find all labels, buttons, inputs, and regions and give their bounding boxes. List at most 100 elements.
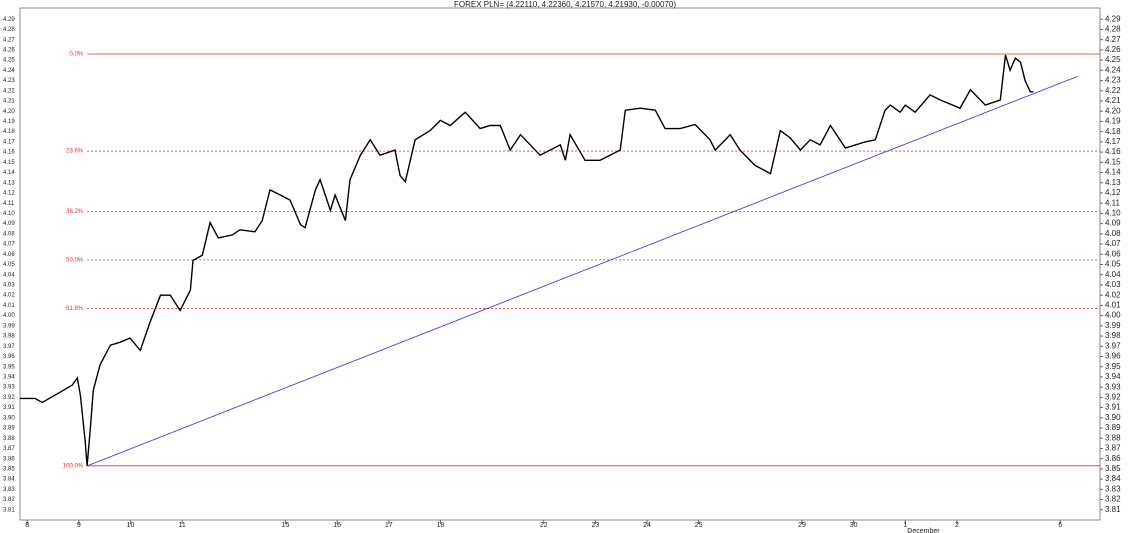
- x-tick-label: 2: [955, 522, 959, 529]
- y-tick-label: 3.92: [3, 395, 15, 401]
- y-tick-label: 3.94: [3, 375, 15, 381]
- y-tick-label: 3.81: [3, 507, 15, 513]
- y-tick-label: 4.07: [3, 242, 15, 248]
- y2-tick-label: 3.82: [1105, 495, 1121, 504]
- y-tick-label: 4.06: [3, 252, 15, 258]
- y2-tick-label: 4.21: [1105, 96, 1121, 105]
- x-tick-label: 30: [850, 522, 858, 529]
- y2-tick-label: 4.06: [1105, 249, 1121, 258]
- y2-tick-label: 3.98: [1105, 331, 1121, 340]
- y-tick-label: 4.15: [3, 160, 15, 166]
- y-tick-label: 4.12: [3, 191, 15, 197]
- y2-tick-label: 3.93: [1105, 382, 1121, 391]
- x-tick-label: 9: [77, 522, 81, 529]
- trendline: [86, 76, 1078, 467]
- y2-tick-label: 4.02: [1105, 290, 1121, 299]
- fib-label: 100.0%: [63, 463, 84, 469]
- y-tick-label: 3.93: [3, 385, 15, 391]
- fib-label: 23.6%: [66, 149, 84, 155]
- fib-label: 0.0%: [69, 52, 83, 58]
- y-tick-label: 4.21: [3, 99, 15, 105]
- y2-tick-label: 4.27: [1105, 35, 1121, 44]
- x-annotation: December: [907, 528, 940, 533]
- y2-tick-label: 4.16: [1105, 147, 1121, 156]
- y-tick-label: 3.98: [3, 334, 15, 340]
- y-tick-label: 3.95: [3, 364, 15, 370]
- y2-tick-label: 4.01: [1105, 300, 1121, 309]
- y2-tick-label: 4.12: [1105, 188, 1121, 197]
- y-tick-label: 4.09: [3, 221, 15, 227]
- y-tick-label: 3.85: [3, 466, 15, 472]
- y-tick-label: 3.84: [3, 477, 15, 483]
- y2-tick-label: 4.24: [1105, 65, 1121, 74]
- y2-tick-label: 4.26: [1105, 45, 1121, 54]
- y-tick-label: 4.19: [3, 119, 15, 125]
- y-tick-label: 4.29: [3, 17, 15, 23]
- y-tick-label: 4.26: [3, 47, 15, 53]
- x-tick-label: 16: [333, 522, 341, 529]
- y2-tick-label: 4.29: [1105, 14, 1121, 23]
- y2-tick-label: 4.20: [1105, 106, 1121, 115]
- x-tick-label: 15: [282, 522, 290, 529]
- y-tick-label: 4.24: [3, 68, 15, 74]
- y2-tick-label: 4.23: [1105, 76, 1121, 85]
- x-tick-label: 24: [643, 522, 651, 529]
- y2-tick-label: 4.22: [1105, 86, 1121, 95]
- x-tick-label: 23: [591, 522, 599, 529]
- y2-tick-label: 4.10: [1105, 209, 1121, 218]
- y2-tick-label: 4.15: [1105, 157, 1121, 166]
- y-tick-label: 3.87: [3, 446, 15, 452]
- y-tick-label: 4.00: [3, 313, 15, 319]
- y2-tick-label: 4.07: [1105, 239, 1121, 248]
- y2-tick-label: 3.83: [1105, 484, 1121, 493]
- y2-tick-label: 3.90: [1105, 413, 1121, 422]
- x-tick-label: 25: [695, 522, 703, 529]
- y-tick-label: 4.27: [3, 37, 15, 43]
- y2-tick-label: 3.94: [1105, 372, 1121, 381]
- y-tick-label: 4.13: [3, 180, 15, 186]
- y2-tick-label: 3.86: [1105, 454, 1121, 463]
- y2-tick-label: 3.88: [1105, 433, 1121, 442]
- plot-frame: [19, 7, 1101, 521]
- y-tick-label: 4.25: [3, 58, 15, 64]
- y-tick-label: 4.23: [3, 78, 15, 84]
- y-tick-label: 4.03: [3, 283, 15, 289]
- y-tick-label: 4.05: [3, 262, 15, 268]
- y2-tick-label: 3.92: [1105, 392, 1121, 401]
- price-line: [20, 54, 1034, 466]
- y2-tick-label: 3.89: [1105, 423, 1121, 432]
- y-tick-label: 4.01: [3, 303, 15, 309]
- y-tick-label: 4.28: [3, 27, 15, 33]
- y2-tick-label: 4.04: [1105, 270, 1121, 279]
- y-tick-label: 4.08: [3, 231, 15, 237]
- y2-tick-label: 4.08: [1105, 229, 1121, 238]
- y2-tick-label: 3.84: [1105, 474, 1121, 483]
- y-tick-label: 3.83: [3, 487, 15, 493]
- y-tick-label: 4.14: [3, 170, 15, 176]
- y2-tick-label: 3.91: [1105, 403, 1121, 412]
- y2-tick-label: 4.09: [1105, 219, 1121, 228]
- x-tick-label: 22: [540, 522, 548, 529]
- y2-tick-label: 3.95: [1105, 362, 1121, 371]
- y2-tick-label: 3.81: [1105, 505, 1121, 514]
- y-tick-label: 4.20: [3, 109, 15, 115]
- y-tick-label: 3.96: [3, 354, 15, 360]
- y2-tick-label: 3.99: [1105, 321, 1121, 330]
- x-tick-label: 18: [437, 522, 445, 529]
- y2-tick-label: 4.19: [1105, 117, 1121, 126]
- y2-tick-label: 3.96: [1105, 352, 1121, 361]
- x-tick-label: 11: [179, 522, 186, 529]
- y-tick-label: 3.90: [3, 415, 15, 421]
- y-tick-label: 3.82: [3, 497, 15, 503]
- y-tick-label: 3.97: [3, 344, 15, 350]
- x-tick-label: 8: [25, 522, 29, 529]
- y2-tick-label: 4.17: [1105, 137, 1121, 146]
- x-tick-label: 10: [127, 522, 135, 529]
- y-tick-label: 4.22: [3, 88, 15, 94]
- y-tick-label: 4.11: [3, 201, 15, 207]
- y-tick-label: 3.99: [3, 323, 15, 329]
- y2-tick-label: 4.00: [1105, 311, 1121, 320]
- y2-tick-label: 4.14: [1105, 168, 1121, 177]
